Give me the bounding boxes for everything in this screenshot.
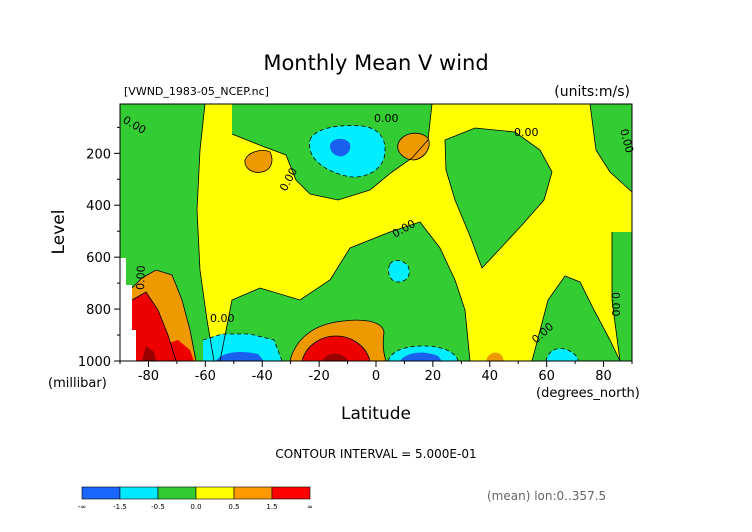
green-region-east-edge [612,232,632,361]
contour-line [231,104,433,201]
dataset-label: [VWND_1983-05_NCEP.nc] [124,85,269,98]
contour-label: 0.00 [609,292,622,317]
colorbar: -∞ -1.5 -0.5 0.0 0.5 1.5 ∞ [78,486,313,511]
x-axis: -80 -60 -40 -20 0 20 40 60 80 [119,361,633,384]
darkred-core-left [142,346,156,361]
cyan-patch-middle [388,260,410,282]
contour-label: 0.00 [210,312,235,325]
negative-contour-lines [202,125,579,361]
contour-line [244,150,273,173]
contour-line [444,127,553,269]
chart-title: Monthly Mean V wind [263,51,488,75]
green-region-central [220,222,470,361]
x-tick-label: 40 [482,369,499,384]
red-region-low-left-b [160,340,194,361]
x-tick-label: -60 [195,369,216,384]
units-label: (units:m/s) [554,84,630,100]
contour-label: 0.00 [374,112,399,125]
x-tick-label: -20 [308,369,329,384]
blue-patch-upper [330,138,351,157]
contour-line-dashed [387,345,459,361]
orange-patch-upper-left [244,150,272,173]
contour-line-dashed [309,125,386,178]
contour-label: 0.00 [134,265,148,290]
y-tick-label: 600 [86,251,111,266]
x-tick-label: 20 [425,369,442,384]
contour-line [397,132,430,161]
colorbar-swatch [81,486,121,500]
colorbar-label: -∞ [78,503,86,511]
footnote: (mean) lon:0..357.5 [487,489,606,503]
plot-area [120,104,632,361]
colorbar-label: 0.5 [228,503,239,511]
contour-line [196,104,215,361]
contour-interval-text: CONTOUR INTERVAL = 5.000E-01 [275,447,476,461]
y-tick-label: 200 [86,147,111,162]
contour-lines [127,104,632,361]
contour-line-dashed [202,333,283,361]
colorbar-label: 0.0 [190,503,201,511]
x-tick-label: -40 [252,369,273,384]
missing-data-area [120,258,136,361]
x-tick-label: -80 [138,369,159,384]
x-axis-title: Latitude [341,404,411,424]
y-tick-label: 1000 [78,355,111,370]
contour-line [219,221,471,361]
contour-line-dashed [545,348,579,361]
colorbar-label: ∞ [307,503,313,511]
green-region-north-east [590,104,632,192]
colorbar-label: -1.5 [113,503,127,511]
colorbar-swatch [119,486,159,500]
cyan-region-low-left [203,334,282,361]
y-units-label: (millibar) [48,376,107,391]
colorbar-swatch [195,486,235,500]
contour-label: 0.00 [617,127,636,154]
green-region-low-east [532,276,620,361]
orange-patch-upper-middle [397,133,430,160]
contour-line [589,104,632,193]
contour-line [531,275,621,361]
y-tick-label: 800 [86,303,111,318]
contour-line [289,319,387,361]
green-region-south-upper [445,128,552,268]
x-units-label: (degrees_north) [536,386,640,401]
x-tick-label: 60 [538,369,555,384]
x-tick-label: 0 [372,369,380,384]
y-axis: 200 400 600 800 1000 [78,126,120,370]
blue-region-low-left [216,352,264,361]
contour-label: 0.00 [514,126,539,139]
red-region-low-left [132,292,176,361]
darkred-core-central [322,353,348,361]
y-tick-label: 400 [86,199,111,214]
colorbar-label: -0.5 [151,503,165,511]
contour-line [127,269,197,361]
colorbar-label: 1.5 [266,503,277,511]
orange-patch-low-right [486,352,504,361]
contour-line-dashed [388,260,410,283]
contour-line [301,335,371,361]
cyan-patch-low-right [546,348,578,361]
x-tick-label: 80 [595,369,612,384]
colorbar-swatch [233,486,273,500]
colorbar-swatch [271,486,311,500]
blue-region-low-middle [400,352,442,361]
contour-line [131,291,177,361]
contour-line [611,232,621,361]
colorbar-swatch [157,486,197,500]
red-region-low-central [302,336,370,361]
y-axis-title: Level [49,210,69,255]
